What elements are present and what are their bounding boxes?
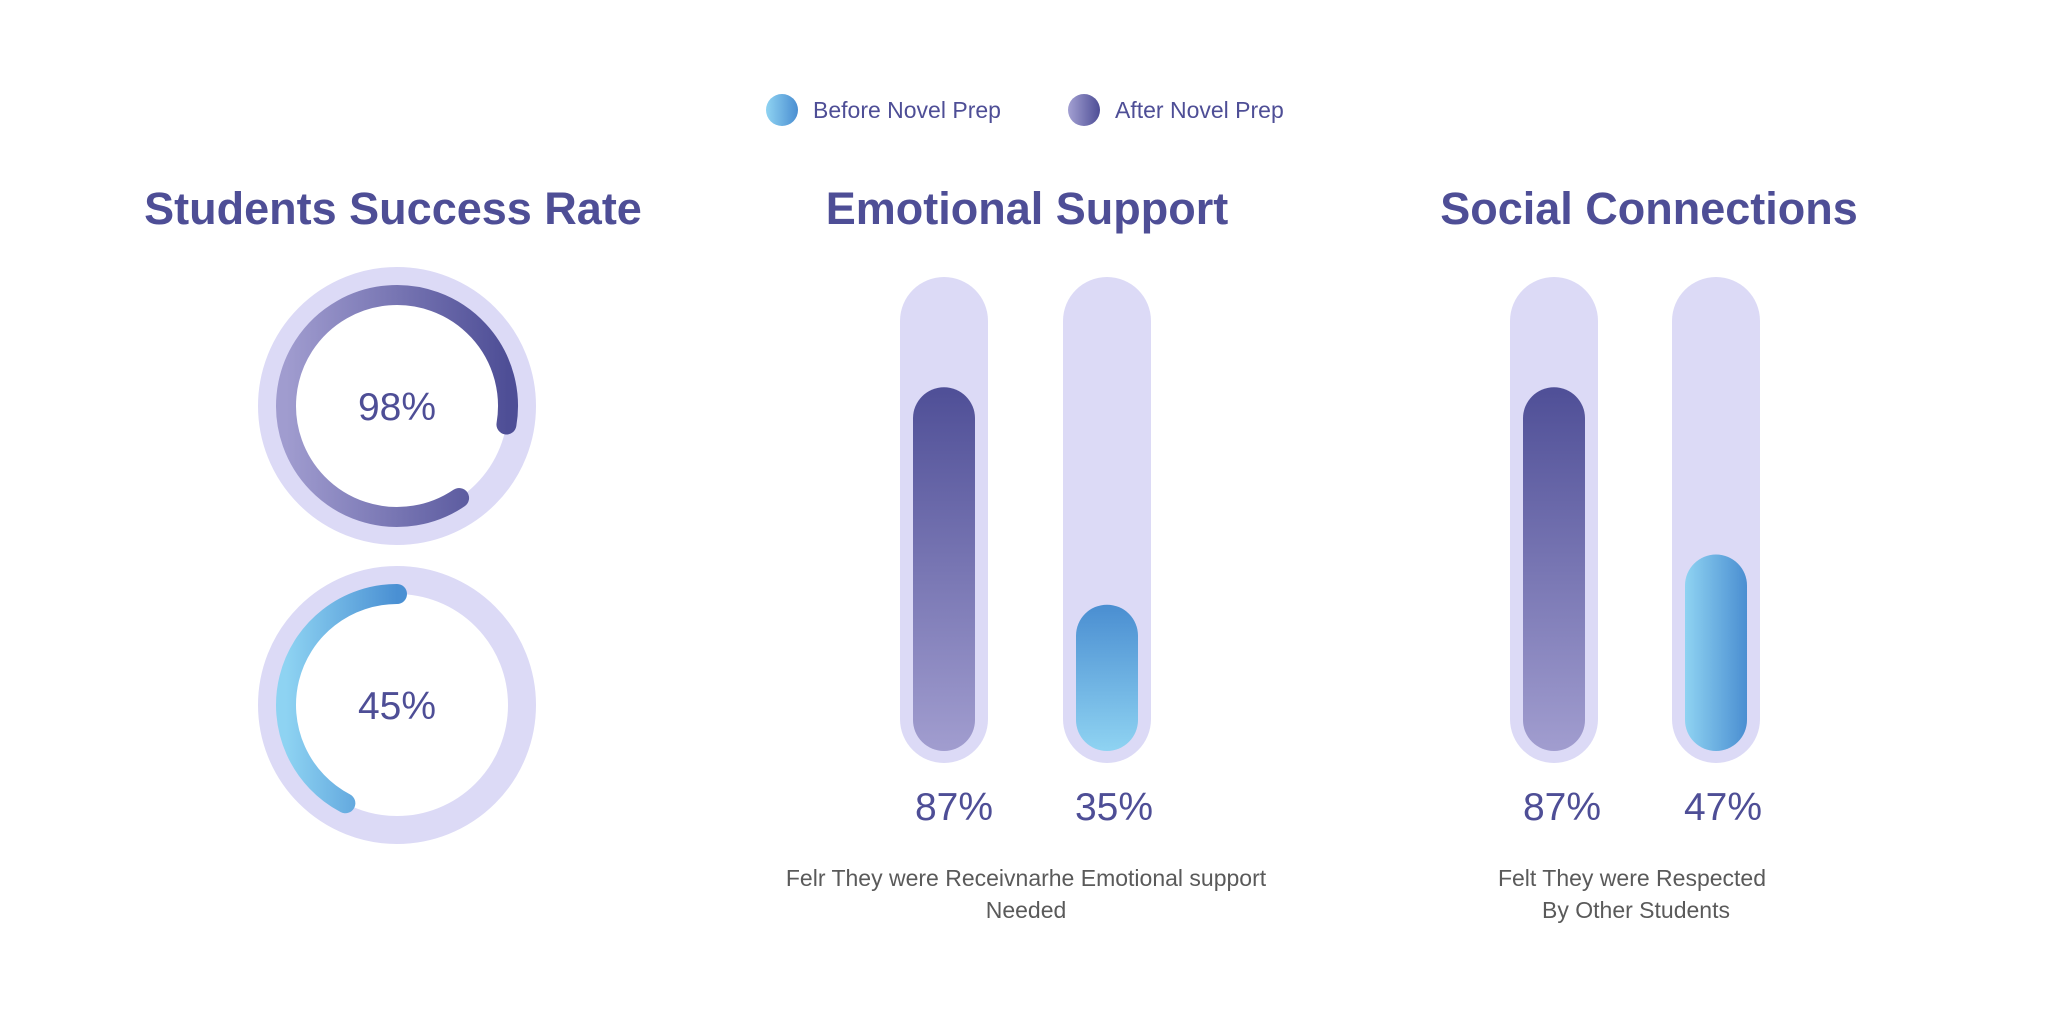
- donut-track: [258, 566, 536, 844]
- after-swatch-icon: [1068, 94, 1100, 126]
- chart-caption-line: Felt They were Respected: [1498, 865, 1766, 891]
- bar-before: [1685, 554, 1747, 751]
- donut-arc-after: [276, 285, 518, 527]
- chart-caption-line: By Other Students: [1542, 897, 1730, 923]
- donut-arc-before: [276, 584, 407, 814]
- panel-social-connections: Social Connections 87% 47% Felt They wer…: [1440, 183, 1858, 923]
- legend-label-after: After Novel Prep: [1115, 97, 1284, 123]
- panel-success-rate: Students Success Rate 98% 45%: [144, 183, 642, 844]
- bar-before: [1076, 604, 1138, 751]
- bar-value-label: 47%: [1684, 786, 1762, 829]
- donut-inner-fill: [300, 309, 494, 503]
- before-swatch-icon: [766, 94, 798, 126]
- donut-value-label: 98%: [358, 386, 436, 429]
- bar-value-label: 87%: [1523, 786, 1601, 829]
- chart-caption-line: Felr They were Receivnarhe Emotional sup…: [786, 865, 1267, 891]
- chart-title: Students Success Rate: [144, 183, 642, 234]
- donut-inner-fill: [300, 608, 494, 802]
- bar-value-label: 35%: [1075, 786, 1153, 829]
- bar-value-label: 87%: [915, 786, 993, 829]
- bar-after: [913, 387, 975, 751]
- legend-label-before: Before Novel Prep: [813, 97, 1001, 123]
- legend: Before Novel Prep After Novel Prep: [766, 94, 1284, 126]
- chart-caption-line: Needed: [986, 897, 1067, 923]
- donut-track: [258, 267, 536, 545]
- donut-value-label: 45%: [358, 685, 436, 728]
- panel-emotional-support: Emotional Support 87% 35% Felr They were…: [786, 183, 1267, 923]
- chart-title: Social Connections: [1440, 183, 1858, 234]
- chart-title: Emotional Support: [826, 183, 1228, 234]
- bar-after: [1523, 387, 1585, 751]
